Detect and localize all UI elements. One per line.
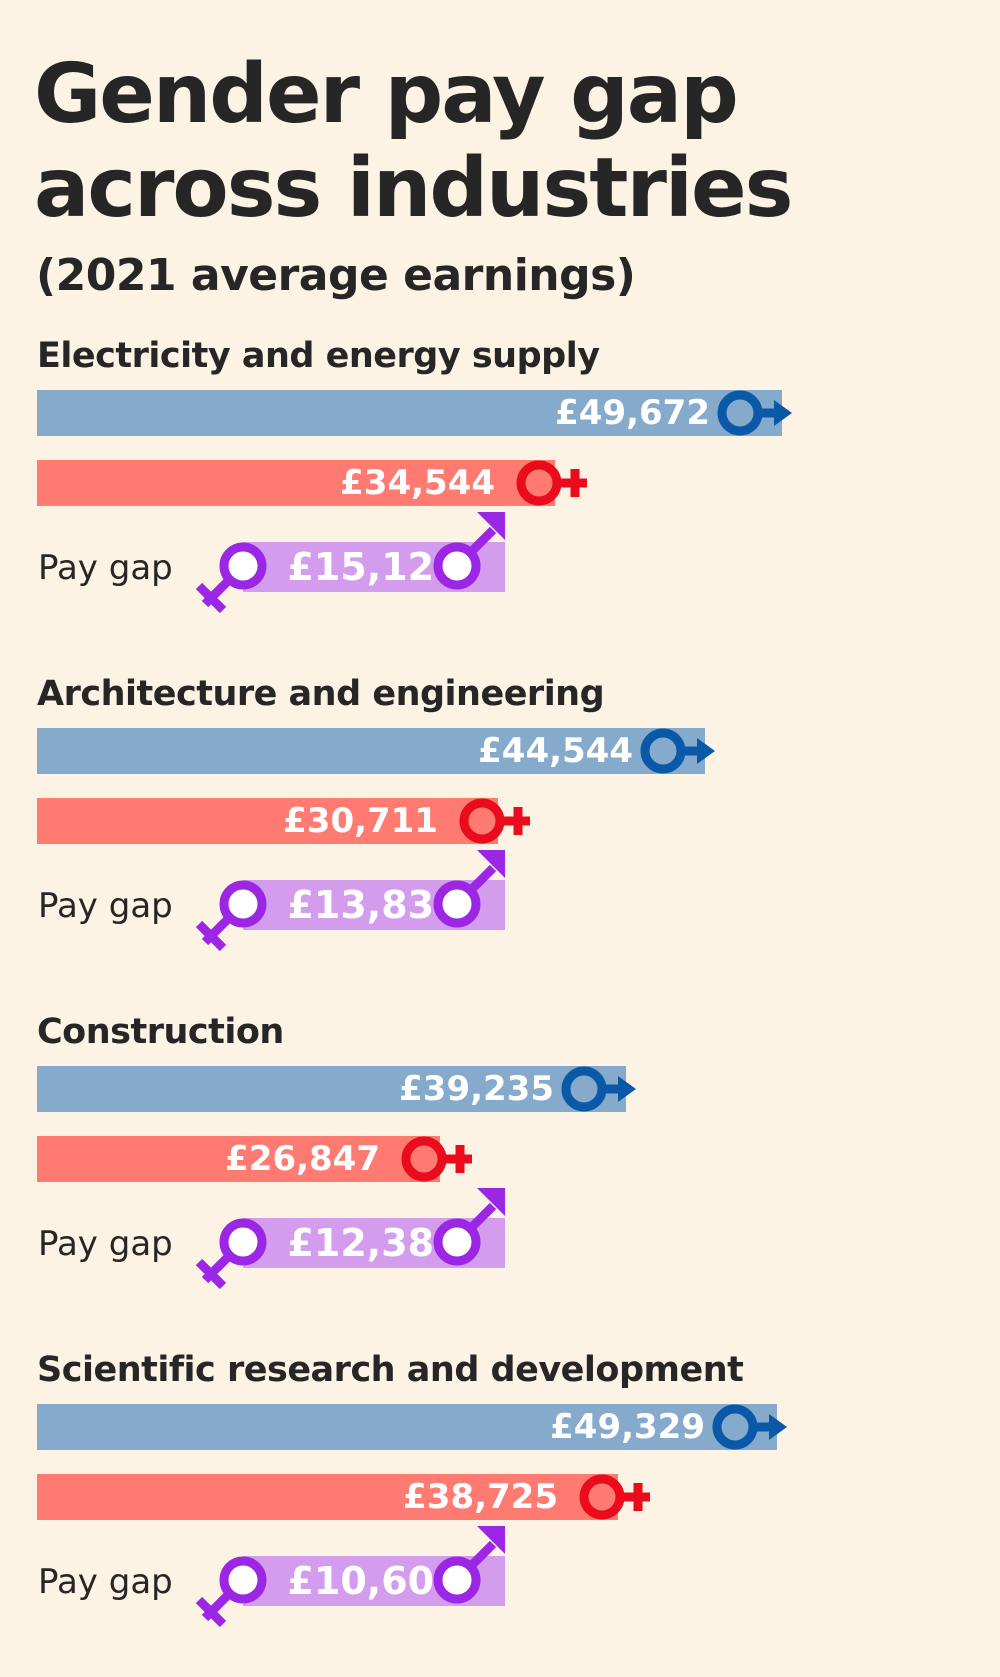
male-earnings-value: £39,235 — [399, 1069, 554, 1109]
industry-label: Architecture and engineering — [37, 674, 605, 714]
male-earnings-bar: £49,672 — [37, 390, 792, 436]
female-symbol-icon — [195, 1218, 267, 1290]
female-symbol-icon — [195, 542, 267, 614]
male-earnings-bar: £39,235 — [37, 1066, 636, 1112]
female-earnings-value: £30,711 — [283, 801, 438, 841]
pay-gap-value: £13,833 — [287, 883, 461, 927]
male-symbol-icon — [561, 1066, 636, 1112]
male-earnings-bar: £49,329 — [37, 1404, 787, 1450]
female-earnings-bar: £34,544 — [37, 460, 587, 506]
pay-gap-bar: £10,604 — [195, 1526, 505, 1628]
female-symbol-icon — [579, 1474, 650, 1520]
female-earnings-bar: £38,725 — [37, 1474, 650, 1520]
male-symbol-icon — [433, 1188, 505, 1266]
pay-gap-bar: £15,128 — [195, 512, 505, 614]
chart-subtitle: (2021 average earnings) — [36, 250, 636, 301]
male-earnings-value: £44,544 — [478, 731, 633, 771]
pay-gap-bar: £13,833 — [195, 850, 505, 952]
male-symbol-icon — [433, 512, 505, 590]
female-symbol-icon — [401, 1136, 472, 1182]
female-earnings-value: £34,544 — [340, 463, 495, 503]
male-symbol-icon — [712, 1404, 787, 1450]
pay-gap-bar: £12,388 — [195, 1188, 505, 1290]
industry-label: Construction — [37, 1012, 284, 1052]
industry-label: Scientific research and development — [37, 1350, 744, 1390]
female-earnings-bar: £26,847 — [37, 1136, 472, 1182]
female-symbol-icon — [195, 880, 267, 952]
male-symbol-icon — [640, 728, 715, 774]
female-earnings-value: £38,725 — [403, 1477, 558, 1517]
pay-gap-label: Pay gap — [38, 1562, 173, 1602]
male-symbol-icon — [433, 1526, 505, 1604]
male-symbol-icon — [433, 850, 505, 928]
male-earnings-value: £49,672 — [555, 393, 710, 433]
chart-title: Gender pay gap across industries — [34, 47, 793, 236]
pay-gap-value: £15,128 — [287, 545, 461, 589]
female-symbol-icon — [459, 798, 530, 844]
female-symbol-icon — [516, 460, 587, 506]
female-earnings-bar: £30,711 — [37, 798, 530, 844]
pay-gap-label: Pay gap — [38, 886, 173, 926]
male-earnings-bar: £44,544 — [37, 728, 715, 774]
female-symbol-icon — [195, 1556, 267, 1628]
industry-label: Electricity and energy supply — [37, 336, 600, 376]
pay-gap-value: £10,604 — [287, 1559, 461, 1603]
pay-gap-label: Pay gap — [38, 1224, 173, 1264]
male-symbol-icon — [717, 390, 792, 436]
male-earnings-value: £49,329 — [550, 1407, 705, 1447]
pay-gap-label: Pay gap — [38, 548, 173, 588]
female-earnings-value: £26,847 — [225, 1139, 380, 1179]
pay-gap-value: £12,388 — [287, 1221, 461, 1265]
